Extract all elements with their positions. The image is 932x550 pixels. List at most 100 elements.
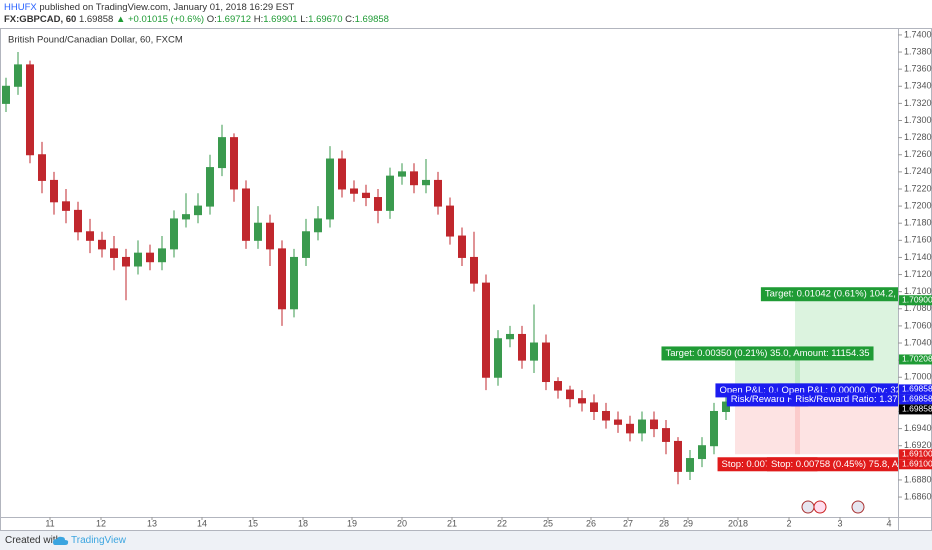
price-label-box [899,295,932,306]
price-label-box [899,394,932,405]
brand[interactable]: TradingView [71,535,127,546]
candle-body [398,171,406,177]
price-label-box [899,354,932,365]
x-tick-label: 2018 [728,518,748,528]
candle-body [638,419,646,434]
y-tick-label: 1.71000 [904,286,932,296]
x-tick-label: 11 [45,518,54,528]
created-with: Created with [5,535,62,546]
candle-body [230,137,238,190]
candle-body [206,167,214,207]
target-label-text: Target: 0.01042 (0.61%) 104.2, Amoun [765,289,928,300]
y-tick-label: 1.69200 [904,440,932,450]
y-tick-label: 1.70400 [904,337,932,347]
candle-body [242,188,250,241]
candle-body [698,445,706,460]
plot-area: Target: 0.00350 (0.21%) 35.0, Amount: 11… [2,52,928,485]
rr-label-text: Risk/Reward Ratio: 1.37 [795,394,897,405]
event-icon[interactable] [801,500,815,514]
y-tick-label: 1.68600 [904,491,932,501]
target-label-box [760,287,898,302]
candle-body [650,419,658,430]
candle-body [722,401,730,412]
price-label-box [899,404,932,415]
candle-body [434,179,442,207]
candle-body [62,201,70,211]
change: ▲ +0.01015 (+0.6%) [115,14,205,25]
y-tick-label: 1.71600 [904,235,932,245]
candle-body [146,252,154,263]
candle-body [410,171,418,186]
author-link[interactable]: HHUFX [4,2,37,13]
symbol: FX:GBPCAD, 60 [4,14,77,25]
candle-body [74,209,82,233]
logo [53,536,69,545]
chart-frame [0,28,932,531]
header-line: HHUFX published on TradingView.com, Janu… [4,2,389,14]
y-tick-label: 1.72400 [904,166,932,176]
candle-body [98,239,106,250]
candle-body [506,333,514,340]
target-label: Target: 0.00350 (0.21%) 35.0, Amount: 11… [661,346,874,361]
y-tick-label: 1.73000 [904,115,932,125]
candle-body [554,381,562,391]
y-tick-label: 1.72200 [904,183,932,193]
y-tick-label: 1.69400 [904,423,932,433]
x-tick-label: 15 [248,518,258,528]
ohlc-value: 1.69670 [308,14,343,25]
rr-label-box [791,392,898,407]
candle-body [350,188,358,194]
price-label: 1.69100 [902,459,932,469]
candle-body [290,256,298,310]
candle-body [194,205,202,216]
candle-body [38,154,46,181]
ohlc-value: 1.69858 [354,14,389,25]
price-label: 1.70208 [902,354,932,364]
candle-body [458,235,466,258]
published: published on TradingView.com, January 01… [39,2,295,13]
event-icon[interactable] [851,500,865,514]
candle-body [266,222,274,250]
candle-body [422,179,430,186]
target-zone [795,300,898,390]
candle-body [182,214,190,220]
candle-body [110,248,118,258]
x-tick-label: 21 [447,518,457,528]
x-tick-label: 12 [96,518,106,528]
y-tick-label: 1.72600 [904,149,932,159]
event-icon[interactable] [813,500,827,514]
stop-label-box [766,457,898,472]
candle-body [122,256,130,267]
target-label-box [661,346,874,361]
candle-body [302,231,310,258]
candle-body [482,282,490,378]
price-label-box [899,449,932,460]
y-tick-label: 1.72800 [904,132,932,142]
candle-body [494,338,502,378]
y-tick-label: 1.70800 [904,303,932,313]
pnl-label-text: Open P&L: 0.00000, Qty: 3298 [782,385,912,396]
header: HHUFX published on TradingView.com, Janu… [4,2,389,26]
x-tick-label: 29 [683,518,693,528]
candle-body [626,423,634,434]
ohlc-key: H: [253,14,264,25]
candle-body [86,231,94,241]
last-price: 1.69858 [78,14,114,25]
candle-body [614,419,622,425]
y-tick-label: 1.73200 [904,98,932,108]
footer: Created with TradingView [0,531,932,550]
price-label: 1.69858 [902,404,932,414]
candle-body [134,252,142,267]
candle-body [338,158,346,190]
y-tick-label: 1.73400 [904,81,932,91]
y-tick-label: 1.70600 [904,320,932,330]
candle-body [602,410,610,421]
candle-body [314,218,322,233]
header-line: FX:GBPCAD, 60 1.69858 ▲ +0.01015 (+0.6%)… [4,14,389,26]
candle-body [470,256,478,284]
candle-body [710,410,718,447]
y-tick-label: 1.68800 [904,474,932,484]
candle-body [674,440,682,472]
price-label: 1.69858 [902,394,932,404]
